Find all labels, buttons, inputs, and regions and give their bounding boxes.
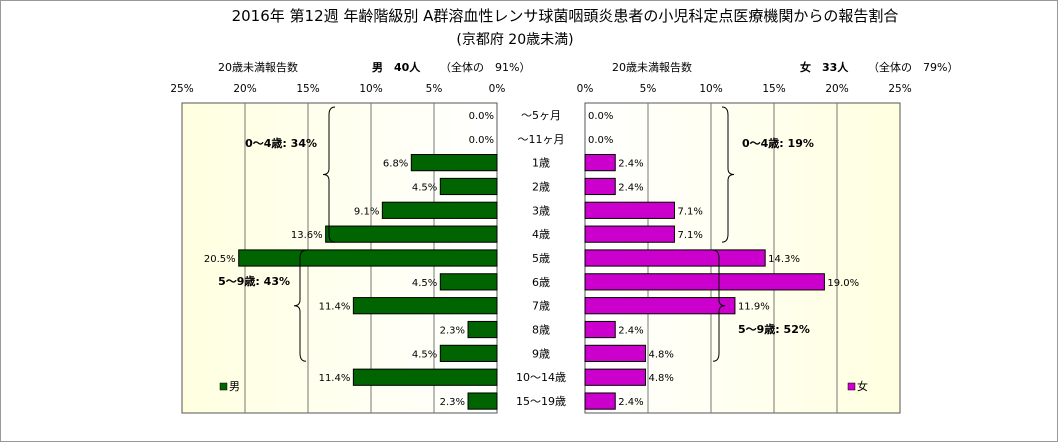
- category-label: 3歳: [532, 204, 550, 217]
- male-x-tick-label: 0%: [489, 83, 506, 95]
- female-group-annotation: 5～9歳: 52%: [738, 322, 810, 336]
- male-value-label: 0.0%: [469, 135, 494, 146]
- female-value-label: 0.0%: [588, 135, 613, 146]
- female-x-tick-label: 0%: [577, 83, 594, 95]
- male-value-label: 4.5%: [412, 278, 437, 289]
- male-value-label: 2.3%: [440, 326, 465, 337]
- female-value-label: 4.8%: [648, 349, 673, 360]
- male-value-label: 13.6%: [291, 230, 323, 241]
- male-value-label: 2.3%: [440, 397, 465, 408]
- female-x-tick-label: 10%: [699, 83, 722, 95]
- female-value-label: 7.1%: [677, 206, 702, 217]
- female-x-tick-label: 20%: [825, 83, 848, 95]
- female-bar: [584, 225, 675, 243]
- female-bar: [584, 297, 736, 315]
- female-group-brace: [712, 249, 726, 362]
- female-bar: [584, 249, 766, 267]
- male-bar: [352, 297, 498, 315]
- female-bar: [584, 273, 825, 291]
- male-header-count: 男 40人: [372, 60, 421, 74]
- female-value-label: 14.3%: [768, 254, 800, 265]
- male-bar: [410, 154, 498, 172]
- category-label: ～5ヶ月: [521, 109, 561, 122]
- female-value-label: 0.0%: [588, 111, 613, 122]
- female-bar: [584, 177, 616, 196]
- plot-area: 0% 0% 5% 5% 10% 10% 15% 15% 20% 20% 25% 25% ～5ヶ月 0.0%…: [170, 83, 912, 414]
- male-value-label: 11.4%: [319, 373, 351, 384]
- male-bar: [439, 273, 498, 291]
- category-label: 1歳: [532, 157, 550, 170]
- female-x-tick-label: 5%: [640, 83, 657, 95]
- male-bar: [352, 368, 498, 386]
- female-group-brace: [721, 106, 735, 243]
- male-x-tick-label: 10%: [359, 83, 382, 95]
- male-group-annotation: 5～9歳: 43%: [218, 274, 290, 288]
- category-label: 2歳: [532, 180, 550, 193]
- female-header-count: 女 33人: [800, 60, 849, 74]
- female-value-label: 11.9%: [738, 302, 770, 313]
- male-bar: [325, 225, 498, 243]
- male-x-tick-label: 5%: [426, 83, 443, 95]
- chart-subtitle: (京都府 20歳未満): [456, 32, 573, 48]
- category-label: 5歳: [532, 252, 550, 265]
- female-value-label: 2.4%: [618, 159, 643, 170]
- female-legend-swatch: [847, 382, 856, 391]
- male-value-label: 6.8%: [383, 159, 408, 170]
- category-label: ～11ヶ月: [518, 133, 565, 146]
- male-bar: [467, 392, 498, 410]
- category-label: 15～19歳: [516, 395, 566, 408]
- female-header-label: 20歳未満報告数: [612, 61, 692, 74]
- male-value-label: 4.5%: [412, 182, 437, 193]
- female-value-label: 2.4%: [618, 326, 643, 337]
- male-value-label: 0.0%: [469, 111, 494, 122]
- male-value-label: 20.5%: [204, 254, 236, 265]
- male-bar: [467, 320, 498, 339]
- female-bar: [584, 344, 646, 362]
- male-value-label: 4.5%: [412, 349, 437, 360]
- category-label: 6歳: [532, 276, 550, 289]
- male-value-label: 11.4%: [319, 302, 351, 313]
- female-bar: [584, 392, 616, 410]
- male-bar: [381, 201, 498, 219]
- female-value-label: 2.4%: [618, 182, 643, 193]
- category-label: 9歳: [532, 347, 550, 360]
- female-value-label: 4.8%: [648, 373, 673, 384]
- male-x-tick-label: 25%: [170, 83, 193, 95]
- chart-title: 2016年 第12週 年齢階級別 A群溶血性レンサ球菌咽頭炎患者の小児科定点医療…: [232, 7, 899, 25]
- female-legend-label: 女: [857, 379, 868, 393]
- female-bar: [584, 368, 646, 386]
- male-legend-label: 男: [229, 380, 240, 393]
- female-x-tick-label: 25%: [888, 83, 911, 95]
- male-value-label: 9.1%: [354, 206, 379, 217]
- male-group-brace: [322, 106, 336, 243]
- category-label: 8歳: [532, 324, 550, 337]
- male-group-annotation: 0～4歳: 34%: [245, 136, 317, 150]
- female-group-annotation: 0～4歳: 19%: [742, 136, 814, 150]
- male-header-label: 20歳未満報告数: [218, 61, 298, 74]
- category-label: 7歳: [532, 300, 550, 313]
- category-label: 4歳: [532, 228, 550, 241]
- female-x-tick-label: 15%: [762, 83, 785, 95]
- female-bar: [584, 201, 675, 219]
- female-value-label: 19.0%: [827, 278, 859, 289]
- male-x-tick-label: 15%: [296, 83, 319, 95]
- category-label: 10～14歳: [516, 371, 566, 384]
- male-group-brace: [293, 249, 307, 362]
- female-value-label: 7.1%: [677, 230, 702, 241]
- female-bar: [584, 154, 616, 172]
- male-bar: [439, 177, 498, 196]
- female-header-share: （全体の 79%）: [868, 60, 958, 74]
- male-legend-swatch: [219, 382, 228, 391]
- female-bar: [584, 320, 616, 339]
- male-header-share: （全体の 91%）: [440, 60, 530, 74]
- female-value-label: 2.4%: [618, 397, 643, 408]
- male-x-tick-label: 20%: [233, 83, 256, 95]
- male-bar: [439, 344, 498, 362]
- male-bar: [238, 249, 498, 267]
